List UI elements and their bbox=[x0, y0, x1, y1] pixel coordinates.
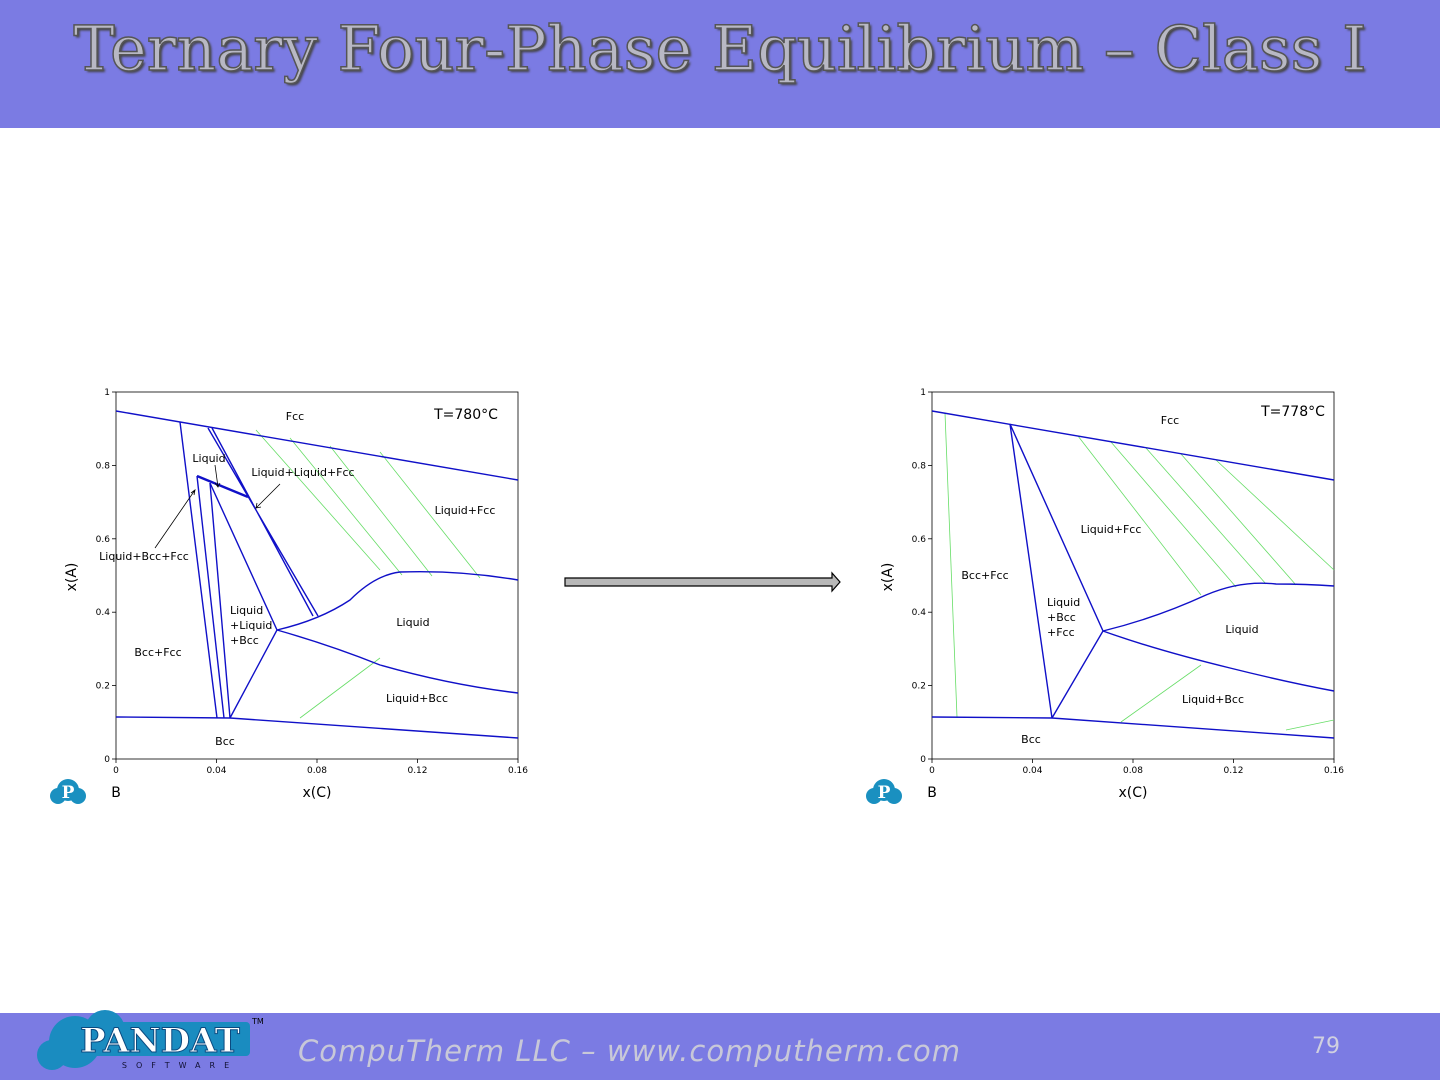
region-label: Bcc+Fcc bbox=[961, 569, 1008, 582]
y-tick-label: 1 bbox=[920, 388, 926, 398]
region-label: Liquid+Fcc bbox=[435, 504, 496, 517]
trademark: TM bbox=[251, 1017, 264, 1026]
region-label: Fcc bbox=[286, 410, 304, 423]
corner-label: B bbox=[111, 785, 121, 801]
transition-arrow bbox=[564, 571, 841, 593]
region-label-line: Liquid bbox=[230, 604, 263, 617]
region-label: Liquid +Bcc +Fcc bbox=[1047, 596, 1080, 639]
logo-icon: P bbox=[50, 779, 86, 804]
region-label: Liquid bbox=[192, 452, 225, 465]
x-tick-label: 0.08 bbox=[1123, 766, 1143, 776]
region-label: Fcc bbox=[1161, 414, 1179, 427]
tie-lines bbox=[255, 429, 481, 719]
region-label: Liquid+Liquid+Fcc bbox=[251, 466, 354, 479]
pointer-arrows bbox=[154, 464, 281, 549]
region-label: Liquid+Bcc bbox=[386, 692, 448, 705]
x-tick-label: 0.04 bbox=[1022, 766, 1042, 776]
region-label-line: +Liquid bbox=[230, 619, 272, 632]
y-tick-label: 1 bbox=[104, 388, 110, 398]
y-axis-label: x(A) bbox=[880, 563, 896, 592]
x-tick-label: 0.04 bbox=[206, 766, 226, 776]
y-tick-label: 0.8 bbox=[96, 461, 111, 471]
corner-label: B bbox=[927, 785, 937, 801]
region-label: Liquid+Fcc bbox=[1081, 523, 1142, 536]
y-tick-label: 0.6 bbox=[96, 535, 111, 545]
region-label-line: Liquid bbox=[1047, 596, 1080, 609]
x-tick-label: 0 bbox=[929, 766, 935, 776]
region-label: Bcc bbox=[215, 735, 235, 748]
region-label-line: +Bcc bbox=[230, 634, 259, 647]
region-label: Liquid +Liquid +Bcc bbox=[230, 604, 272, 647]
page-number: 79 bbox=[1312, 1034, 1340, 1059]
x-tick-label: 0 bbox=[113, 766, 119, 776]
y-tick-label: 0.6 bbox=[912, 535, 927, 545]
region-label: Bcc bbox=[1021, 733, 1041, 746]
logo-text: PANDAT bbox=[80, 1021, 240, 1061]
x-axis-label: x(C) bbox=[1119, 785, 1148, 801]
y-tick-label: 0.2 bbox=[912, 682, 926, 692]
header-band bbox=[0, 0, 1440, 128]
region-label-line: +Fcc bbox=[1047, 626, 1075, 639]
slide-title: Ternary Four-Phase Equilibrium – Class I bbox=[73, 11, 1368, 86]
logo-icon: P bbox=[866, 779, 902, 804]
x-tick-label: 0.16 bbox=[508, 766, 528, 776]
logo-mark: P bbox=[62, 783, 75, 803]
company-line: CompuTherm LLC – www.computherm.com bbox=[298, 1034, 962, 1068]
region-label-line: +Bcc bbox=[1047, 611, 1076, 624]
phase-boundaries bbox=[931, 410, 1335, 739]
x-tick-label: 0.16 bbox=[1324, 766, 1344, 776]
phase-diagram: Fcc Bcc+Fcc Liquid+Fcc Liquid +Bcc +Fcc Li… bbox=[866, 388, 1344, 804]
region-label: Liquid+Bcc bbox=[1182, 693, 1244, 706]
y-tick-label: 0.2 bbox=[96, 682, 110, 692]
region-label: Bcc+Fcc bbox=[134, 646, 181, 659]
y-tick-label: 0.4 bbox=[912, 608, 927, 618]
x-tick-label: 0.12 bbox=[407, 766, 427, 776]
x-tick-label: 0.08 bbox=[307, 766, 327, 776]
x-axis-label: x(C) bbox=[303, 785, 332, 801]
pandat-logo: PANDAT SOFTWARE TM bbox=[37, 1010, 264, 1070]
tie-lines bbox=[944, 412, 1335, 731]
phase-diagram: Fcc Liquid Liquid+Liquid+Fcc Liquid+Fcc … bbox=[50, 388, 528, 804]
phase-boundaries bbox=[115, 410, 519, 739]
y-axis-label: x(A) bbox=[64, 563, 80, 592]
y-tick-label: 0.4 bbox=[96, 608, 111, 618]
plot-frame bbox=[115, 391, 519, 760]
temperature-label: T=780°C bbox=[433, 407, 498, 423]
temperature-label: T=778°C bbox=[1260, 404, 1325, 420]
logo-mark: P bbox=[878, 783, 891, 803]
region-label: Liquid+Bcc+Fcc bbox=[99, 550, 189, 563]
logo-subtext: SOFTWARE bbox=[122, 1061, 238, 1070]
region-label: Liquid bbox=[1225, 623, 1258, 636]
y-tick-label: 0 bbox=[104, 755, 110, 765]
x-tick-label: 0.12 bbox=[1223, 766, 1243, 776]
region-label: Liquid bbox=[396, 616, 429, 629]
y-tick-label: 0 bbox=[920, 755, 926, 765]
y-tick-label: 0.8 bbox=[912, 461, 927, 471]
